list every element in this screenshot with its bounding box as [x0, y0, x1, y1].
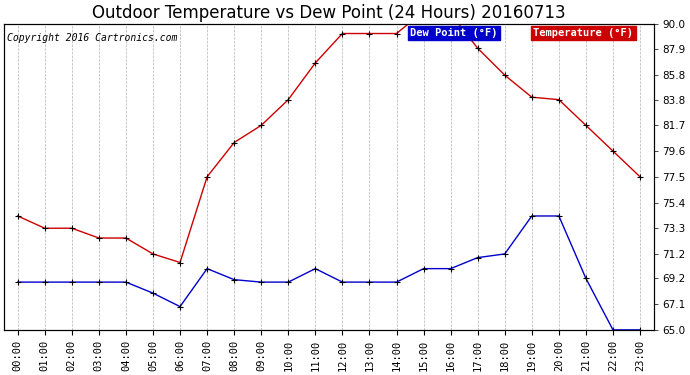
Text: Copyright 2016 Cartronics.com: Copyright 2016 Cartronics.com — [8, 33, 178, 43]
Text: Dew Point (°F): Dew Point (°F) — [410, 28, 497, 38]
Title: Outdoor Temperature vs Dew Point (24 Hours) 20160713: Outdoor Temperature vs Dew Point (24 Hou… — [92, 4, 566, 22]
Text: Temperature (°F): Temperature (°F) — [533, 28, 633, 38]
